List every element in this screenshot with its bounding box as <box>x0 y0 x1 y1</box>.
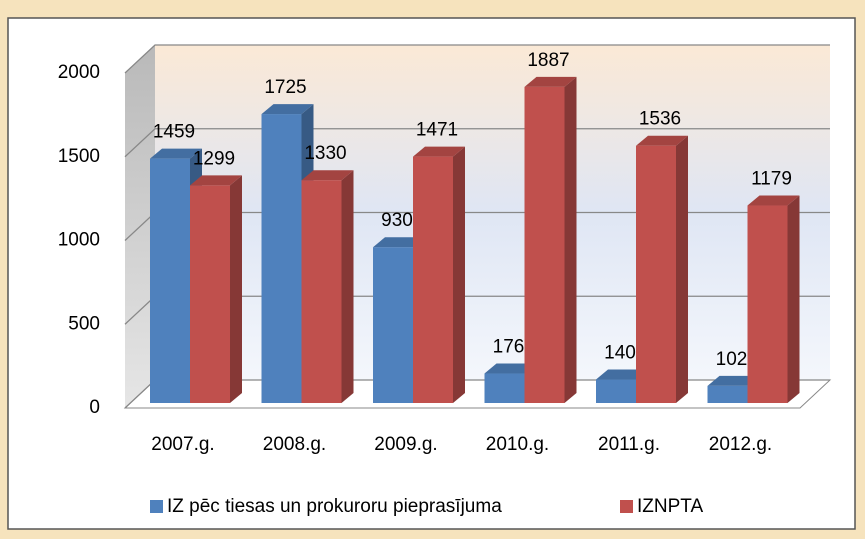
y-tick-label: 2000 <box>58 62 100 83</box>
bar-front <box>373 247 413 403</box>
bar-side <box>230 175 242 403</box>
x-tick-label: 2008.g. <box>263 434 326 455</box>
bar-top <box>190 175 242 186</box>
x-tick-label: 2007.g. <box>151 434 214 455</box>
bar-front <box>524 86 565 404</box>
bar <box>747 195 800 403</box>
x-tick-label: 2010.g. <box>486 434 549 455</box>
bar-front <box>150 158 190 403</box>
bar-front <box>484 373 525 403</box>
bar-top <box>524 76 577 87</box>
y-tick-label: 500 <box>68 313 100 334</box>
data-label: 1459 <box>153 122 195 143</box>
bar-top <box>484 363 537 374</box>
bar <box>524 76 577 404</box>
bar-top <box>373 237 425 248</box>
bar-top <box>747 195 800 206</box>
bar-side <box>564 76 577 404</box>
bar-front <box>596 379 636 403</box>
bar-top <box>596 369 648 380</box>
y-tick-label: 0 <box>89 397 100 418</box>
bar-top <box>413 146 465 157</box>
bar-side <box>341 170 354 403</box>
x-tick-label: 2012.g. <box>709 434 772 455</box>
legend-label: IZNPTA <box>637 496 703 517</box>
grid-line <box>124 128 830 158</box>
bar <box>413 146 465 404</box>
data-label: 102 <box>716 349 748 370</box>
data-label: 1471 <box>416 120 458 141</box>
data-label: 140 <box>604 343 636 364</box>
legend-swatch <box>620 500 633 513</box>
bar-side <box>453 146 465 404</box>
data-label: 1299 <box>193 148 235 169</box>
x-tick-label: 2009.g. <box>374 434 437 455</box>
bar-front <box>301 180 342 403</box>
legend-label: IZ pēc tiesas un prokuroru pieprasījuma <box>167 496 502 517</box>
legend-swatch <box>150 500 163 513</box>
grid-line <box>124 44 830 74</box>
data-label: 1330 <box>304 143 346 164</box>
bar-front <box>636 145 676 403</box>
bar-front <box>413 156 453 403</box>
x-tick-label: 2011.g. <box>598 434 660 455</box>
y-tick-label: 1500 <box>58 146 100 167</box>
bar-top <box>636 135 688 146</box>
bar <box>190 175 242 403</box>
bar-front <box>190 185 230 403</box>
bar <box>301 170 354 403</box>
data-label: 1725 <box>264 77 306 98</box>
data-label: 176 <box>493 337 525 358</box>
data-label: 1179 <box>751 169 792 190</box>
bar <box>636 135 688 403</box>
data-label: 1887 <box>527 50 569 71</box>
bar-side <box>787 195 800 403</box>
y-tick-label: 1000 <box>58 230 100 251</box>
bar-front <box>261 114 302 403</box>
bar-top <box>301 170 354 181</box>
bar-top <box>261 104 314 115</box>
data-label: 1536 <box>639 109 681 130</box>
bar-side <box>676 135 688 403</box>
bar-front <box>707 385 748 403</box>
bar-front <box>747 205 788 403</box>
bar-top <box>707 375 760 386</box>
data-label: 930 <box>381 210 413 231</box>
bar-top <box>150 148 202 159</box>
